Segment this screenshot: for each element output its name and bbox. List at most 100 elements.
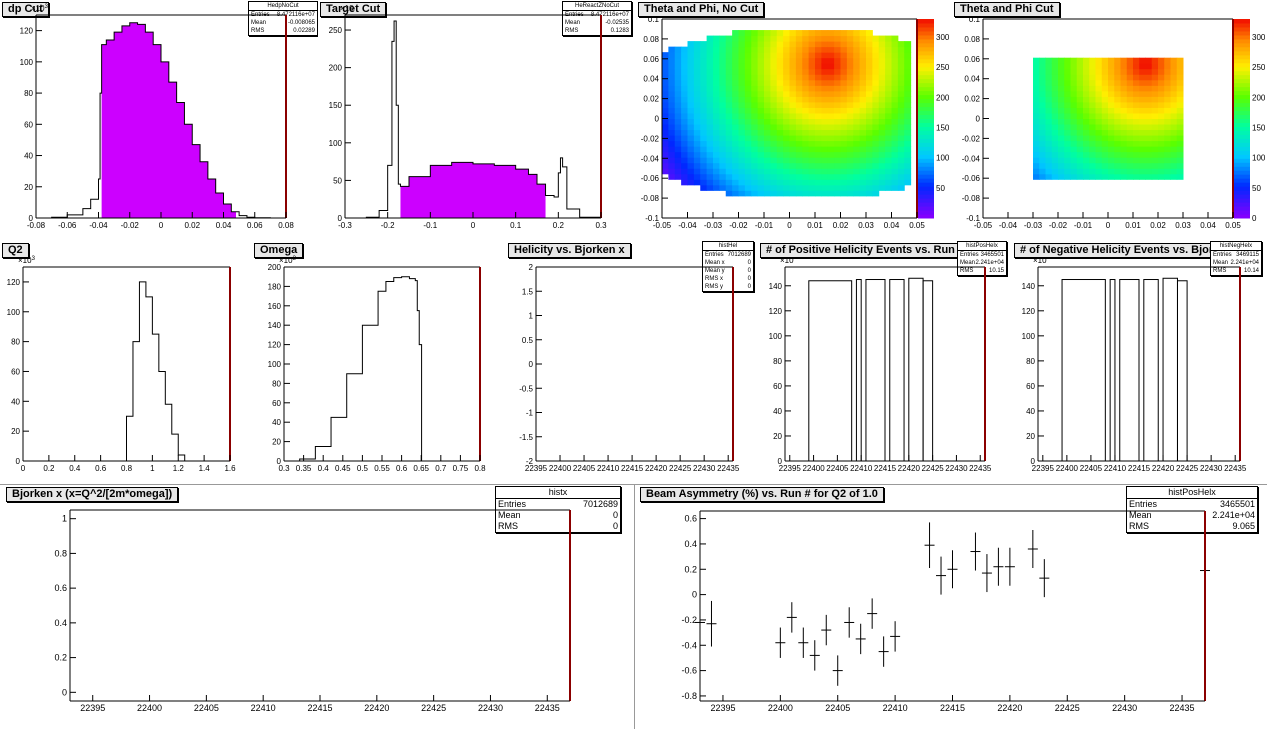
palette-cell bbox=[1234, 198, 1250, 203]
heatmap-cell bbox=[821, 184, 829, 191]
heatmap-cell bbox=[1064, 151, 1071, 158]
heatmap-cell bbox=[1045, 157, 1053, 164]
heatmap-cell bbox=[1164, 118, 1171, 125]
heatmap-cell bbox=[1039, 74, 1046, 81]
heatmap-cell bbox=[1126, 101, 1134, 108]
heatmap-cell bbox=[1126, 146, 1134, 153]
heatmap-cell bbox=[738, 118, 746, 125]
heatmap-cell bbox=[662, 124, 669, 131]
heatmap-cell bbox=[872, 52, 880, 59]
heatmap-cell bbox=[866, 151, 873, 158]
heatmap-cell bbox=[1164, 85, 1171, 92]
heatmap-cell bbox=[738, 107, 746, 114]
heatmap-cell bbox=[738, 146, 746, 153]
x-tick-label: 0.04 bbox=[1200, 221, 1216, 230]
x-tick-label: 1.6 bbox=[224, 464, 236, 473]
heatmap-cell bbox=[827, 179, 835, 186]
heatmap-cell bbox=[821, 162, 829, 169]
heatmap-cell bbox=[719, 173, 727, 180]
y-tick-label: 200 bbox=[268, 263, 282, 272]
heatmap-cell bbox=[840, 151, 848, 158]
heatmap-cell bbox=[725, 46, 733, 53]
x-tick-label: 0.05 bbox=[909, 221, 925, 230]
stats-box: histNegHelx Entries 3469115 Mean 2.241e+04… bbox=[1210, 241, 1262, 276]
heatmap-cell bbox=[674, 140, 682, 147]
heatmap-cell bbox=[885, 52, 892, 59]
heatmap-cell bbox=[1033, 140, 1040, 147]
heatmap-cell bbox=[1176, 112, 1184, 119]
heatmap-cell bbox=[1064, 129, 1071, 136]
heatmap-cell bbox=[757, 85, 765, 92]
stats-value: 3465501 bbox=[980, 252, 1004, 258]
heatmap-cell bbox=[1070, 168, 1078, 175]
heatmap-cell bbox=[904, 112, 912, 119]
heatmap-cell bbox=[776, 90, 784, 97]
heatmap-cell bbox=[827, 41, 835, 48]
heatmap-cell bbox=[840, 85, 848, 92]
pad-helicity: Helicity vs. Bjorken x histHel Entries 70… bbox=[506, 240, 758, 484]
palette-cell bbox=[1234, 90, 1250, 96]
heatmap-cell bbox=[904, 118, 912, 125]
heatmap-cell bbox=[1114, 96, 1121, 103]
heatmap-cell bbox=[681, 135, 688, 142]
heatmap-cell bbox=[1095, 63, 1103, 70]
palette-cell bbox=[918, 142, 934, 147]
heatmap-cell bbox=[827, 135, 835, 142]
heatmap-cell bbox=[840, 46, 848, 53]
heatmap-cell bbox=[713, 140, 720, 147]
palette-cell bbox=[918, 138, 934, 143]
heatmap-cell bbox=[1070, 68, 1078, 75]
heatmap-cell bbox=[891, 173, 899, 180]
heatmap-cell bbox=[795, 151, 803, 158]
heatmap-cell bbox=[827, 162, 835, 169]
heatmap-cell bbox=[815, 173, 822, 180]
heatmap-cell bbox=[738, 124, 746, 131]
stats-value: 3465501 bbox=[1219, 499, 1255, 509]
heatmap-cell bbox=[1114, 173, 1121, 180]
heatmap-cell bbox=[713, 52, 720, 59]
heatmap-cell bbox=[866, 52, 873, 59]
heatmap-cell bbox=[738, 30, 746, 37]
heatmap-cell bbox=[897, 107, 905, 114]
heatmap-cell bbox=[1089, 124, 1096, 131]
stats-value: 2.241e+04 bbox=[975, 260, 1004, 266]
heatmap-cell bbox=[846, 85, 854, 92]
heatmap-cell bbox=[808, 68, 816, 75]
helicity-chart: 22395 22400 22405 22410 22415 22420 22425 22430… bbox=[519, 263, 740, 473]
heatmap-cell bbox=[866, 124, 873, 131]
heatmap-cell bbox=[878, 151, 886, 158]
heatmap-cell bbox=[789, 173, 797, 180]
heatmap-cell bbox=[1151, 107, 1159, 114]
heatmap-cell bbox=[693, 52, 701, 59]
heatmap-cell bbox=[1158, 146, 1165, 153]
heatmap-cell bbox=[776, 190, 784, 197]
heatmap-cell bbox=[764, 146, 771, 153]
heatmap-cell bbox=[853, 140, 861, 147]
heatmap-cell bbox=[662, 146, 669, 153]
heatmap-cell bbox=[776, 57, 784, 64]
heatmap-cell bbox=[904, 140, 912, 147]
palette-cell bbox=[918, 90, 934, 96]
heatmap-cell bbox=[859, 96, 867, 103]
heatmap-cell bbox=[897, 124, 905, 131]
heatmap-cell bbox=[1176, 107, 1184, 114]
x-tick-label: -0.01 bbox=[755, 221, 774, 230]
heatmap-cell bbox=[815, 135, 822, 142]
heatmap-cell bbox=[1083, 79, 1090, 86]
heatmap-cell bbox=[1039, 118, 1046, 125]
heatmap-cell bbox=[738, 157, 746, 164]
heatmap-cell bbox=[885, 157, 892, 164]
heatmap-cell bbox=[853, 146, 861, 153]
heatmap-cell bbox=[744, 52, 752, 59]
heatmap-cell bbox=[776, 101, 784, 108]
palette-label: 150 bbox=[936, 124, 950, 133]
x-tick-label: 0.1 bbox=[510, 221, 522, 230]
heatmap-cell bbox=[821, 57, 829, 64]
heatmap-cell bbox=[1114, 157, 1121, 164]
heatmap-cell bbox=[1076, 57, 1084, 64]
heatmap-cell bbox=[700, 184, 708, 191]
heatmap-cell bbox=[802, 90, 810, 97]
heatmap-cell bbox=[662, 101, 669, 108]
x-tick-label: 0.03 bbox=[1175, 221, 1191, 230]
heatmap-cell bbox=[1045, 90, 1053, 97]
